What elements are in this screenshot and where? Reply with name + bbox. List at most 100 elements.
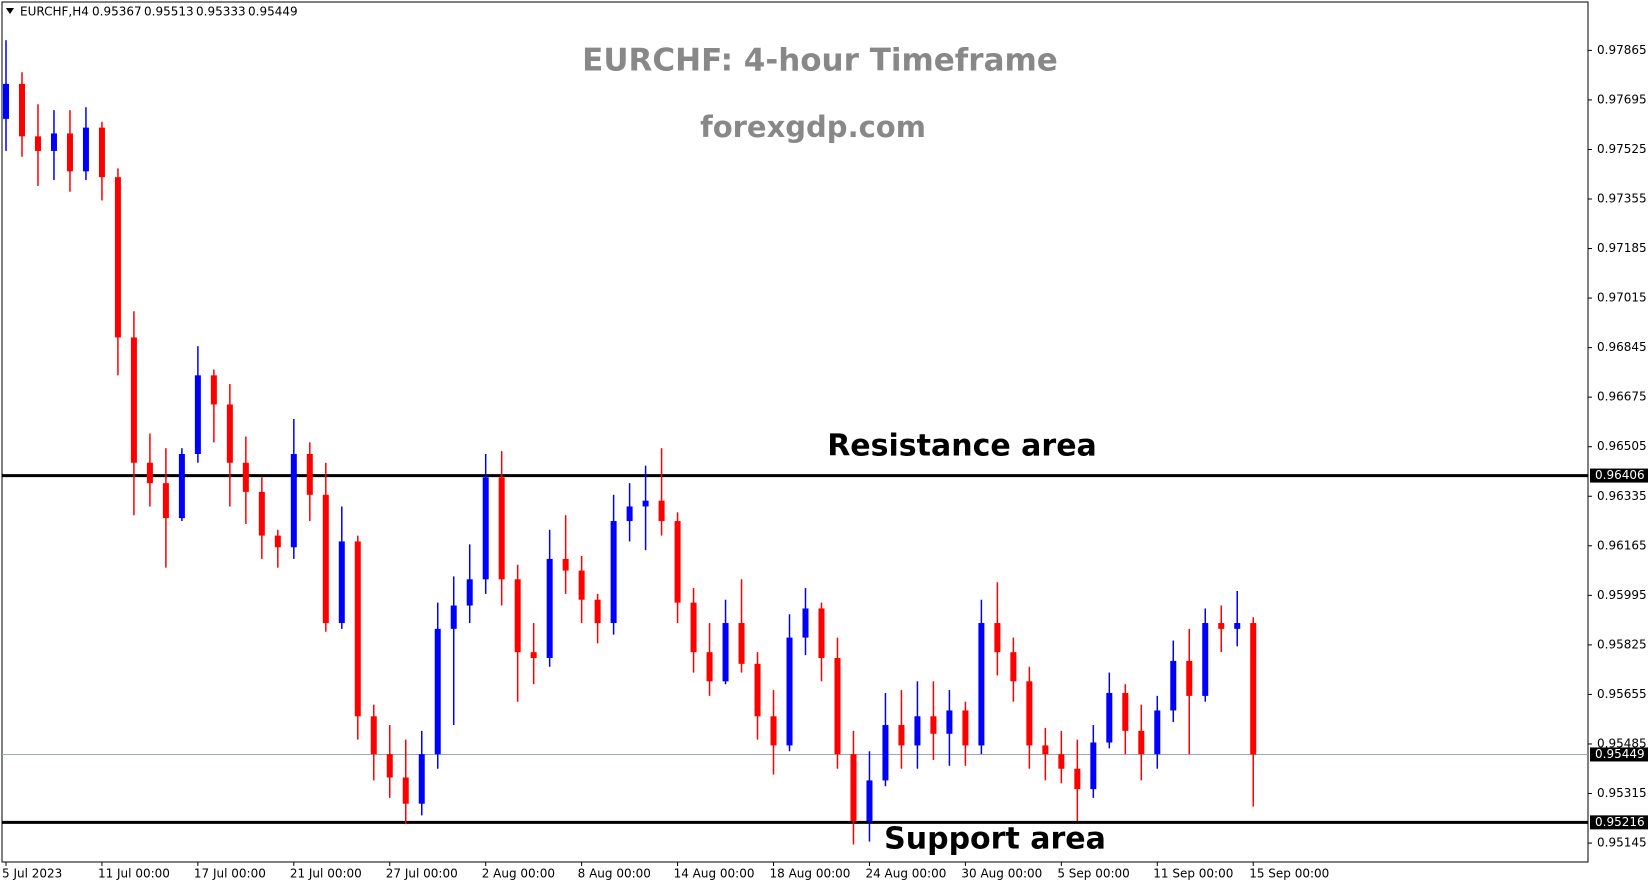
candle-body: [274, 535, 281, 548]
level-label-box: [1590, 468, 1648, 483]
candle-body: [242, 462, 249, 492]
candle-body: [1218, 623, 1225, 629]
menu-triangle: [6, 8, 14, 14]
candle-body: [834, 658, 841, 755]
plot-frame: [1, 1, 1589, 863]
header-value: 0.95449: [248, 5, 298, 19]
annotation: Resistance area: [827, 429, 1097, 464]
candle-body: [978, 623, 985, 746]
candle-body: [914, 716, 921, 746]
candle-body: [1250, 623, 1257, 755]
chart-subtitle: forexgdp.com: [700, 110, 926, 144]
y-tick-label: 0.97185: [1597, 241, 1647, 255]
candle-body: [82, 127, 89, 172]
x-tick-label: 11 Sep 00:00: [1153, 867, 1233, 881]
candle-body: [594, 599, 601, 624]
candle-body: [738, 623, 745, 664]
y-tick-label: 0.96335: [1597, 489, 1647, 503]
candle-body: [930, 716, 937, 734]
candle-body: [130, 337, 137, 463]
candle-body: [338, 541, 345, 624]
x-tick-label: 27 Jul 00:00: [386, 867, 458, 881]
candle-body: [610, 521, 617, 624]
candle-body: [514, 579, 521, 653]
candle-body: [898, 725, 905, 746]
header-value: 0.95367: [92, 5, 142, 19]
candle-body: [1186, 660, 1193, 696]
candle-body: [1106, 692, 1113, 743]
candle-body: [402, 777, 409, 804]
candle-body: [1074, 768, 1081, 790]
candle-body: [18, 83, 25, 137]
candle-body: [354, 541, 361, 717]
candle-body: [1058, 754, 1065, 769]
candle-body: [1042, 745, 1049, 755]
x-tick-label: 24 Aug 00:00: [865, 867, 946, 881]
candle-body: [1138, 730, 1145, 755]
y-tick-label: 0.97355: [1597, 192, 1647, 206]
header-value: 0.95513: [144, 5, 194, 19]
y-tick-label: 0.96165: [1597, 538, 1647, 552]
y-tick-label: 0.97525: [1597, 142, 1647, 156]
candle-body: [1090, 742, 1097, 790]
candle-body: [386, 754, 393, 778]
candle-body: [418, 754, 425, 804]
x-tick-label: 15 Sep 00:00: [1249, 867, 1329, 881]
candle-body: [306, 454, 313, 495]
x-tick-label: 14 Aug 00:00: [674, 867, 755, 881]
candle-body: [818, 608, 825, 659]
level-label-box: [1590, 815, 1648, 830]
candle-body: [530, 652, 537, 659]
candle-body: [1202, 623, 1209, 696]
candle-body: [1234, 623, 1241, 629]
level-label: 0.96406: [1595, 468, 1645, 482]
candle-body: [498, 477, 505, 580]
level-label: 0.95449: [1595, 747, 1645, 761]
symbol-label: EURCHF,H4: [20, 5, 89, 19]
candle-body: [1026, 681, 1033, 746]
header-value: 0.95333: [196, 5, 246, 19]
level-label: 0.95216: [1595, 815, 1645, 829]
candle-body: [802, 608, 809, 638]
candle-body: [162, 483, 169, 519]
y-tick-label: 0.96505: [1597, 439, 1647, 453]
candle-body: [114, 177, 121, 338]
y-tick-label: 0.95485: [1597, 736, 1647, 750]
candle-body: [786, 637, 793, 746]
x-tick-label: 18 Aug 00:00: [770, 867, 851, 881]
candle-body: [722, 623, 729, 682]
candle-body: [34, 136, 41, 151]
candle-body: [578, 570, 585, 600]
y-tick-label: 0.96845: [1597, 340, 1647, 354]
candle-body: [770, 716, 777, 746]
candle-body: [882, 725, 889, 781]
candle-body: [258, 491, 265, 536]
candle-body: [994, 623, 1001, 653]
chart-title: EURCHF: 4-hour Timeframe: [582, 43, 1058, 79]
candle-body: [706, 652, 713, 682]
candle-body: [562, 558, 569, 571]
candle-body: [50, 133, 57, 151]
level-label-box: [1590, 747, 1648, 762]
x-tick-label: 5 Sep 00:00: [1057, 867, 1129, 881]
candle-body: [674, 521, 681, 603]
candle-body: [866, 780, 873, 822]
candle-body: [1010, 652, 1017, 682]
candle-body: [626, 506, 633, 522]
candle-body: [194, 375, 201, 455]
x-tick-label: 8 Aug 00:00: [578, 867, 651, 881]
y-tick-label: 0.95995: [1597, 588, 1647, 602]
annotation: Support area: [884, 822, 1106, 857]
x-tick-label: 2 Aug 00:00: [482, 867, 555, 881]
y-tick-label: 0.97695: [1597, 92, 1647, 106]
y-tick-label: 0.96675: [1597, 390, 1647, 404]
candle-body: [290, 454, 297, 548]
candle-body: [658, 500, 665, 522]
x-tick-label: 11 Jul 00:00: [98, 867, 170, 881]
candle-body: [66, 133, 73, 172]
y-tick-label: 0.95315: [1597, 786, 1647, 800]
candle-body: [482, 477, 489, 580]
y-tick-label: 0.97015: [1597, 291, 1647, 305]
candle-body: [178, 454, 185, 519]
